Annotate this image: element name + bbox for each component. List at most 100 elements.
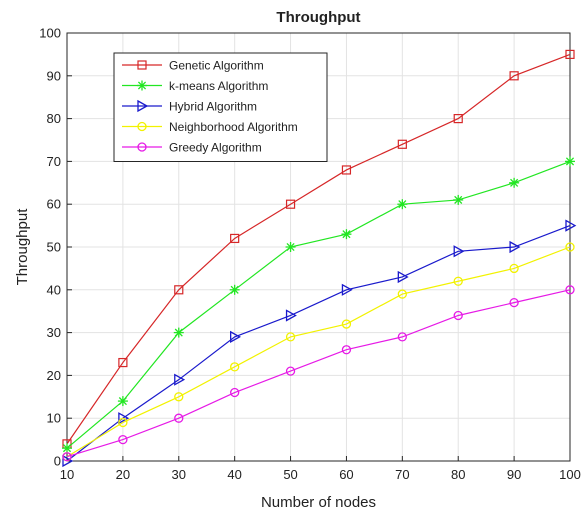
asterisk-marker	[173, 327, 184, 338]
triangle-marker	[453, 245, 465, 258]
legend-entry: Greedy Algorithm	[122, 141, 262, 155]
triangle-marker	[118, 412, 130, 425]
circle-marker	[453, 276, 463, 286]
triangle-marker	[565, 219, 577, 232]
y-tick-label: 100	[39, 26, 61, 41]
chart-title: Throughput	[276, 9, 360, 26]
circle-marker	[341, 345, 352, 355]
series-line	[66, 225, 571, 462]
asterisk-marker	[137, 80, 147, 91]
triangle-marker	[397, 270, 409, 284]
y-tick-label: 30	[47, 325, 61, 340]
x-tick-label: 80	[451, 467, 465, 482]
legend-entry: Hybrid Algorithm	[122, 100, 257, 114]
series-4	[62, 285, 575, 462]
series-line	[66, 53, 571, 445]
triangle-marker	[230, 330, 242, 343]
asterisk-marker	[565, 156, 575, 167]
square-marker	[174, 285, 184, 295]
legend-label: Greedy Algorithm	[169, 141, 262, 155]
circle-marker	[509, 297, 519, 308]
series-0	[62, 49, 575, 449]
circle-marker	[285, 366, 296, 376]
y-tick-label: 80	[47, 111, 61, 126]
circle-marker	[230, 362, 240, 372]
x-tick-label: 20	[116, 467, 130, 482]
legend-label: Hybrid Algorithm	[169, 100, 257, 114]
circle-marker	[397, 332, 407, 342]
legend: Genetic Algorithm k-means Algorithm Hybrid…	[113, 52, 328, 162]
x-tick-label: 70	[395, 467, 409, 482]
asterisk-marker	[285, 242, 296, 252]
legend-label: k-means Algorithm	[169, 79, 268, 93]
circle-marker	[118, 434, 128, 445]
legend-entry: Neighborhood Algorithm	[122, 120, 298, 134]
circle-marker	[565, 285, 575, 295]
triangle-marker	[174, 373, 186, 386]
series-1	[62, 156, 575, 454]
circle-marker	[509, 263, 519, 274]
triangle-marker	[285, 309, 297, 322]
asterisk-marker	[453, 194, 464, 205]
asterisk-marker	[341, 229, 352, 240]
x-axis-label: Number of nodes	[261, 494, 376, 511]
circle-marker	[285, 332, 296, 342]
asterisk-marker	[229, 284, 240, 295]
series-line	[66, 246, 571, 458]
series-2	[62, 219, 577, 468]
square-marker	[397, 139, 407, 149]
legend-label: Genetic Algorithm	[169, 59, 264, 73]
square-marker	[285, 199, 296, 209]
triangle-marker	[137, 99, 149, 113]
x-tick-label: 50	[283, 467, 297, 482]
square-marker	[230, 233, 240, 244]
x-tick-label: 30	[172, 467, 186, 482]
triangle-marker	[341, 283, 353, 296]
x-tick-label: 100	[559, 467, 581, 482]
y-tick-label: 40	[47, 282, 61, 297]
square-marker	[137, 60, 147, 70]
circle-marker	[397, 289, 407, 299]
circle-marker	[137, 142, 147, 152]
x-tick-label: 40	[227, 467, 241, 482]
circle-marker	[137, 121, 147, 132]
series-line	[66, 289, 571, 458]
circle-marker	[341, 319, 352, 329]
series-layer	[62, 49, 577, 468]
y-tick-label: 0	[54, 454, 61, 469]
circle-marker	[62, 452, 72, 462]
x-tick-label: 90	[507, 467, 521, 482]
y-tick-label: 90	[47, 68, 61, 83]
triangle-marker	[509, 240, 521, 254]
y-tick-label: 10	[47, 411, 61, 426]
triangle-marker	[62, 454, 74, 468]
axis-ticks: 10 20 30 40 50 60 70 80 90 1000102030405060708090…	[39, 26, 581, 483]
y-tick-label: 20	[47, 368, 61, 383]
circle-marker	[230, 387, 240, 398]
y-tick-label: 70	[47, 154, 61, 169]
series-line	[66, 160, 571, 449]
y-tick-label: 60	[47, 197, 61, 212]
legend-box	[113, 52, 328, 162]
legend-entry: Genetic Algorithm	[122, 59, 264, 73]
square-marker	[509, 71, 519, 81]
y-axis-label: Throughput	[14, 208, 31, 286]
legend-entry: k-means Algorithm	[122, 79, 268, 93]
square-marker	[118, 357, 128, 368]
circle-marker	[118, 417, 128, 428]
square-marker	[341, 165, 352, 175]
asterisk-marker	[62, 443, 72, 454]
asterisk-marker	[397, 199, 408, 210]
y-tick-label: 50	[47, 240, 61, 255]
square-marker	[565, 49, 575, 60]
asterisk-marker	[509, 177, 520, 188]
circle-marker	[174, 392, 184, 402]
x-tick-label: 60	[339, 467, 353, 482]
circle-marker	[565, 242, 575, 252]
square-marker	[453, 113, 463, 124]
asterisk-marker	[117, 396, 128, 407]
circle-marker	[174, 413, 184, 423]
circle-marker	[453, 310, 463, 321]
